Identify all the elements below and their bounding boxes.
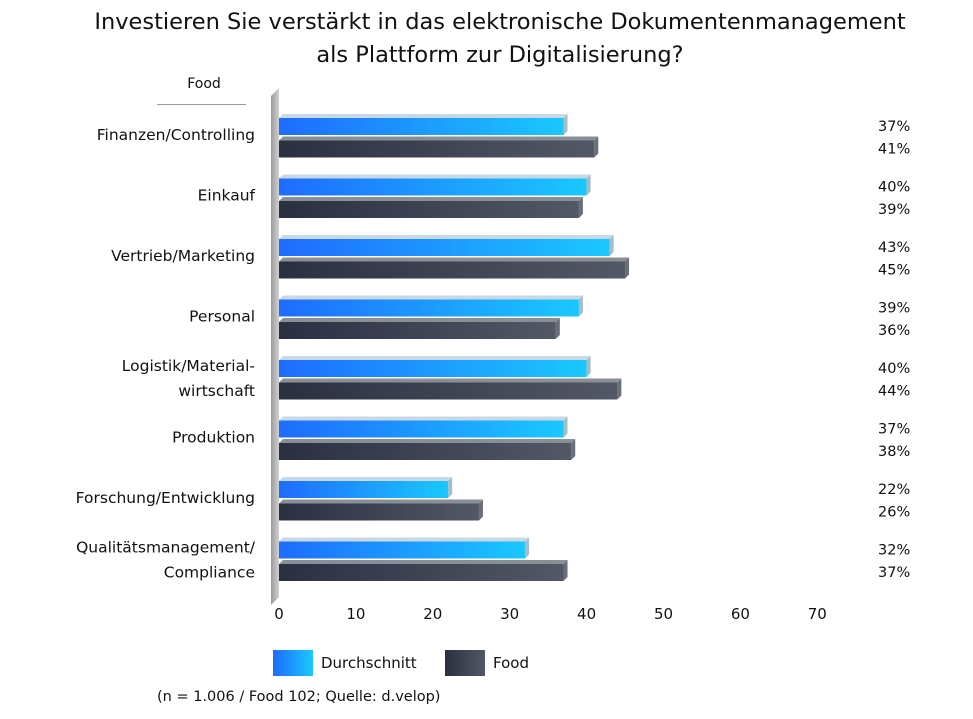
bar-food-2 bbox=[279, 261, 626, 279]
bar-top-durchschnitt-3 bbox=[279, 295, 583, 300]
bar-durchschnitt-2 bbox=[279, 239, 610, 256]
value-label-food-1: 39% bbox=[878, 202, 910, 218]
subgroup-label: Food bbox=[187, 76, 221, 92]
bar-side-food-2 bbox=[625, 257, 630, 279]
value-label-food-0: 41% bbox=[878, 142, 910, 158]
x-tick-label-0: 0 bbox=[274, 605, 284, 623]
x-tick-label-5: 50 bbox=[654, 605, 673, 623]
legend-swatch-durchschnitt bbox=[273, 650, 313, 676]
category-label-1: Einkauf bbox=[198, 186, 256, 204]
bar-side-food-5 bbox=[571, 439, 576, 460]
category-label-6: Forschung/Entwicklung bbox=[76, 489, 255, 507]
bar-food-4 bbox=[279, 382, 618, 400]
legend-item-food: Food bbox=[445, 650, 529, 676]
bar-side-food-6 bbox=[478, 499, 483, 521]
value-label-food-6: 26% bbox=[878, 505, 910, 521]
bar-side-food-7 bbox=[563, 560, 568, 581]
bar-top-durchschnitt-0 bbox=[279, 114, 568, 118]
bar-side-durchschnitt-0 bbox=[563, 114, 568, 135]
legend-label-durchschnitt: Durchschnitt bbox=[321, 654, 417, 672]
legend-label-food: Food bbox=[493, 654, 529, 672]
bar-food-3 bbox=[279, 322, 556, 339]
value-label-durchschnitt-2: 43% bbox=[878, 240, 910, 256]
category-label-3: Personal bbox=[189, 307, 255, 325]
category-label-7-line-1: Compliance bbox=[164, 563, 255, 581]
x-tick-label-6: 60 bbox=[731, 605, 750, 623]
value-label-durchschnitt-0: 37% bbox=[878, 119, 910, 135]
bar-top-food-0 bbox=[279, 136, 599, 141]
category-label-4-line-0: Logistik/Material- bbox=[122, 357, 255, 375]
bar-durchschnitt-3 bbox=[279, 299, 579, 317]
bar-side-food-1 bbox=[578, 197, 583, 218]
title-line-2: als Plattform zur Digitalisierung? bbox=[316, 42, 684, 68]
x-tick-label-3: 30 bbox=[500, 605, 519, 623]
value-label-durchschnitt-5: 37% bbox=[878, 422, 910, 438]
bar-top-food-5 bbox=[279, 439, 576, 443]
value-label-durchschnitt-3: 39% bbox=[878, 301, 910, 317]
bar-top-durchschnitt-1 bbox=[279, 174, 591, 179]
bar-top-durchschnitt-5 bbox=[279, 416, 568, 421]
legend-item-durchschnitt: Durchschnitt bbox=[273, 650, 417, 676]
bar-side-durchschnitt-1 bbox=[586, 174, 591, 196]
bar-side-food-3 bbox=[555, 318, 560, 339]
bar-top-food-2 bbox=[279, 257, 630, 262]
x-tick-label-7: 70 bbox=[808, 605, 827, 623]
bar-food-5 bbox=[279, 443, 572, 460]
x-tick-label-2: 20 bbox=[423, 605, 442, 623]
bar-side-food-4 bbox=[617, 378, 622, 400]
bar-side-durchschnitt-6 bbox=[448, 477, 453, 498]
value-label-food-2: 45% bbox=[878, 263, 910, 279]
value-label-durchschnitt-1: 40% bbox=[878, 180, 910, 196]
bar-top-food-6 bbox=[279, 499, 483, 504]
bar-durchschnitt-6 bbox=[279, 481, 449, 498]
x-tick-label-4: 40 bbox=[577, 605, 596, 623]
bar-durchschnitt-0 bbox=[279, 118, 564, 135]
bar-durchschnitt-4 bbox=[279, 360, 587, 377]
value-label-food-7: 37% bbox=[878, 565, 910, 581]
bar-side-durchschnitt-2 bbox=[609, 235, 614, 256]
chart-back-wall bbox=[271, 88, 279, 605]
bar-top-durchschnitt-4 bbox=[279, 356, 591, 360]
bar-top-food-7 bbox=[279, 560, 568, 564]
bar-top-food-3 bbox=[279, 318, 560, 322]
subgroup-divider bbox=[157, 104, 246, 105]
value-label-food-4: 44% bbox=[878, 384, 910, 400]
bar-durchschnitt-1 bbox=[279, 178, 587, 196]
chart-title: Investieren Sie verstärkt in das elektro… bbox=[0, 6, 973, 72]
bar-durchschnitt-5 bbox=[279, 420, 564, 438]
x-tick-label-1: 10 bbox=[346, 605, 365, 623]
source-footnote: (n = 1.006 / Food 102; Quelle: d.velop) bbox=[157, 689, 441, 705]
bar-side-food-0 bbox=[594, 136, 599, 158]
value-label-food-5: 38% bbox=[878, 444, 910, 460]
legend-swatch-food bbox=[445, 650, 485, 676]
bar-top-durchschnitt-6 bbox=[279, 477, 453, 481]
bar-food-1 bbox=[279, 201, 579, 218]
bar-side-durchschnitt-3 bbox=[578, 295, 583, 317]
title-line-1: Investieren Sie verstärkt in das elektro… bbox=[94, 9, 906, 35]
category-label-7-line-0: Qualitätsmanagement/ bbox=[76, 538, 256, 556]
value-label-durchschnitt-6: 22% bbox=[878, 482, 910, 498]
bar-top-durchschnitt-2 bbox=[279, 235, 614, 239]
bar-food-7 bbox=[279, 564, 564, 581]
category-label-2: Vertrieb/Marketing bbox=[111, 247, 255, 265]
category-label-5: Produktion bbox=[172, 428, 255, 446]
bar-food-0 bbox=[279, 140, 595, 158]
bar-top-durchschnitt-7 bbox=[279, 537, 530, 542]
bar-side-durchschnitt-5 bbox=[563, 416, 568, 438]
value-label-durchschnitt-7: 32% bbox=[878, 543, 910, 559]
bar-side-durchschnitt-7 bbox=[525, 537, 530, 559]
category-label-4-line-1: wirtschaft bbox=[178, 382, 255, 400]
category-label-0: Finanzen/Controlling bbox=[97, 126, 255, 144]
bar-food-6 bbox=[279, 503, 479, 521]
bar-top-food-1 bbox=[279, 197, 583, 201]
value-label-food-3: 36% bbox=[878, 323, 910, 339]
bar-side-durchschnitt-4 bbox=[586, 356, 591, 377]
bar-top-food-4 bbox=[279, 378, 622, 383]
value-label-durchschnitt-4: 40% bbox=[878, 361, 910, 377]
bar-durchschnitt-7 bbox=[279, 541, 526, 559]
